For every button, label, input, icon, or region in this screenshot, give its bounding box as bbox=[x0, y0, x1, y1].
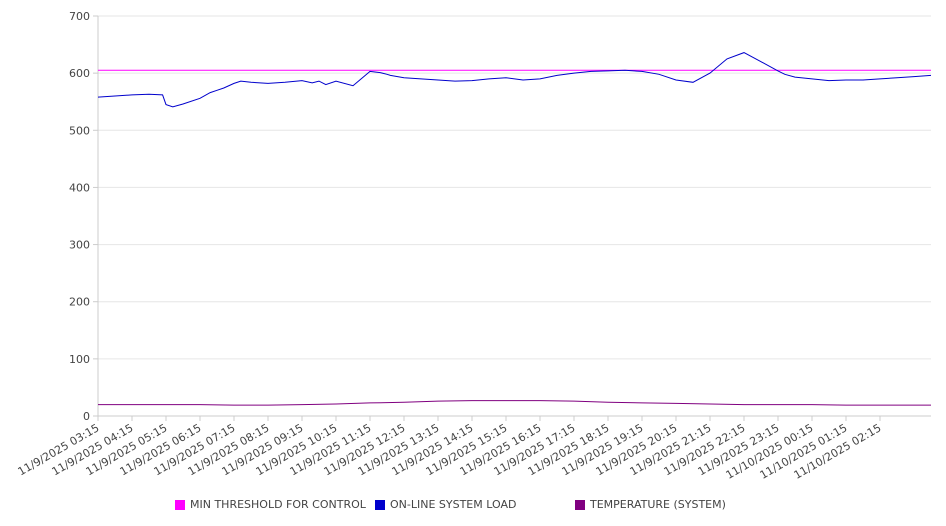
y-tick-label: 400 bbox=[69, 181, 90, 194]
y-axis-ticks: 0 100 200 300 400 500 600 700 bbox=[69, 10, 90, 423]
y-tick-label: 100 bbox=[69, 353, 90, 366]
grid-lines bbox=[98, 15, 931, 360]
chart-legend: MIN THRESHOLD FOR CONTROL ON-LINE SYSTEM… bbox=[0, 498, 946, 514]
legend-item-system-load[interactable]: ON-LINE SYSTEM LOAD bbox=[375, 498, 516, 511]
series-line-temperature bbox=[98, 400, 931, 406]
legend-item-temperature[interactable]: TEMPERATURE (SYSTEM) bbox=[575, 498, 726, 511]
legend-item-min-threshold[interactable]: MIN THRESHOLD FOR CONTROL bbox=[175, 498, 366, 511]
legend-swatch-min-threshold bbox=[175, 499, 185, 510]
y-tick-label: 300 bbox=[69, 239, 90, 252]
legend-label-min-threshold: MIN THRESHOLD FOR CONTROL bbox=[190, 498, 366, 511]
series-lines bbox=[97, 52, 932, 406]
series-line-system-load bbox=[97, 52, 932, 108]
legend-label-system-load: ON-LINE SYSTEM LOAD bbox=[390, 498, 517, 511]
legend-label-temperature: TEMPERATURE (SYSTEM) bbox=[590, 498, 726, 511]
y-tick-label: 0 bbox=[83, 410, 90, 423]
y-tick-label: 500 bbox=[69, 124, 90, 137]
y-tick-label: 600 bbox=[69, 67, 90, 80]
y-tick-label: 700 bbox=[69, 10, 90, 23]
legend-swatch-system-load bbox=[375, 499, 385, 510]
chart-axes bbox=[93, 15, 931, 421]
y-tick-label: 200 bbox=[69, 296, 90, 309]
legend-swatch-temperature bbox=[575, 499, 585, 510]
